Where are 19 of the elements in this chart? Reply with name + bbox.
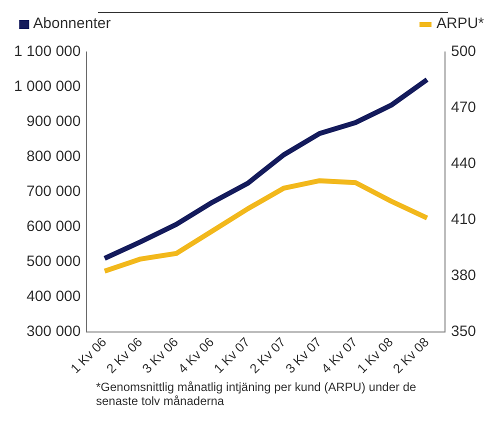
y-tick-label: 700 000	[26, 183, 81, 200]
y-tick-label: 800 000	[26, 148, 81, 166]
y2-tick-label: 380	[450, 266, 476, 284]
y2-tick-label: 350	[450, 322, 476, 340]
y2-tick-label: 410	[450, 211, 476, 228]
y-tick-label: 300 000	[26, 322, 81, 340]
y-tick-label: 400 000	[26, 288, 81, 305]
y-tick-label: 600 000	[26, 218, 81, 236]
text: *Genomsnittlig månatlig intjäning per kund (ARPU) under de senaste tolv månaderna	[96, 380, 418, 408]
legend-label: ARPU*	[436, 15, 484, 32]
y-tick-label: 500 000	[26, 252, 81, 270]
x-tick-label: 3 Kv 07	[282, 334, 324, 376]
legend-label: Abonnenter	[33, 15, 111, 32]
y2-tick-label: 470	[450, 99, 476, 116]
y-tick-label: 1 100 000	[14, 43, 81, 60]
y2-tick-label: 440	[450, 155, 476, 172]
y-tick-label: 1 000 000	[14, 78, 81, 96]
y2-tick-label: 500	[450, 43, 476, 60]
y-tick-label: 900 000	[26, 113, 81, 130]
